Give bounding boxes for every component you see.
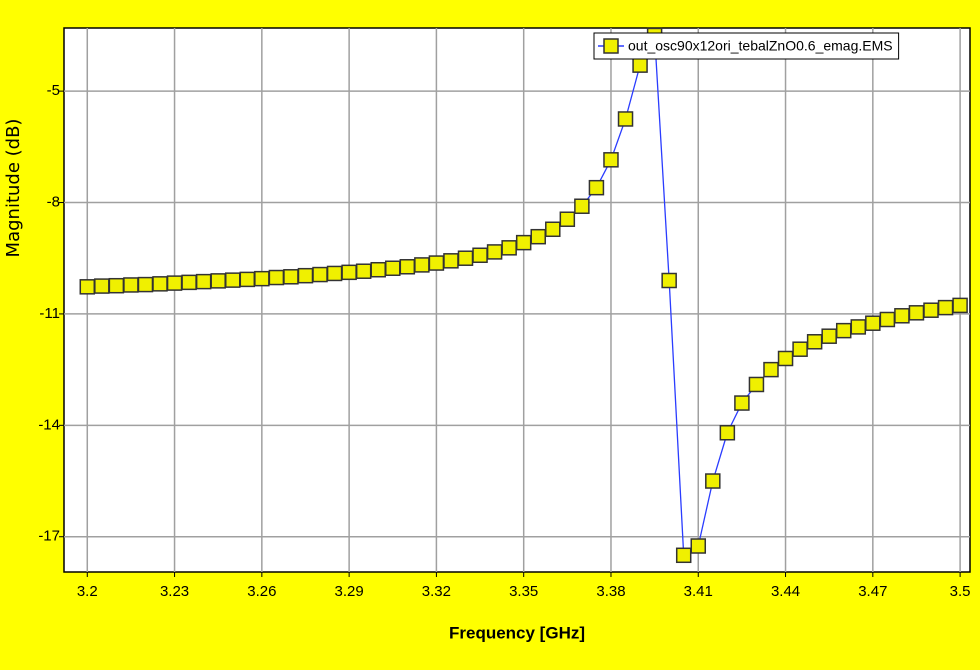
x-tick-label: 3.2 [77, 583, 98, 600]
x-tick-label: 3.29 [335, 583, 364, 600]
data-marker [226, 273, 240, 287]
data-marker [444, 254, 458, 268]
y-tick-label: -11 [39, 305, 60, 322]
x-tick-label: 3.32 [422, 583, 451, 600]
data-marker [240, 272, 254, 286]
data-marker [880, 312, 894, 326]
data-marker [706, 474, 720, 488]
data-marker [909, 306, 923, 320]
data-marker [357, 264, 371, 278]
data-marker [633, 58, 647, 72]
page: {"chart_data": {"type": "line", "xlabel"… [0, 0, 980, 666]
data-marker [764, 363, 778, 377]
data-marker [386, 261, 400, 275]
data-marker [953, 298, 967, 312]
data-marker [837, 324, 851, 338]
x-tick-label: 3.44 [771, 583, 800, 600]
x-tick-label: 3.47 [858, 583, 887, 600]
data-marker [575, 199, 589, 213]
data-marker [531, 230, 545, 244]
x-tick-label: 3.26 [247, 583, 276, 600]
data-marker [284, 270, 298, 284]
y-tick-label: -17 [38, 528, 60, 545]
data-marker [808, 335, 822, 349]
data-marker [429, 256, 443, 270]
data-marker [182, 275, 196, 289]
y-tick-label: -14 [38, 416, 60, 433]
data-marker [153, 277, 167, 291]
data-marker [415, 258, 429, 272]
data-marker [691, 539, 705, 553]
x-tick-label: 3.38 [596, 583, 625, 600]
data-marker [851, 320, 865, 334]
data-marker [939, 301, 953, 315]
data-marker [459, 251, 473, 265]
data-marker [895, 309, 909, 323]
data-marker [313, 268, 327, 282]
plot-area [64, 28, 970, 572]
data-marker [604, 153, 618, 167]
data-marker [138, 278, 152, 292]
y-tick-label: -5 [47, 82, 60, 99]
data-marker [793, 342, 807, 356]
data-marker [124, 278, 138, 292]
data-marker [924, 303, 938, 317]
x-axis-title: Frequency [GHz] [449, 623, 585, 642]
chart: Frequency [GHz] Magnitude (dB) -5 -8 -11 -1… [0, 0, 980, 666]
data-marker [749, 377, 763, 391]
data-marker [211, 274, 225, 288]
data-marker [488, 245, 502, 259]
x-tick-label: 3.5 [950, 583, 971, 600]
data-marker [342, 265, 356, 279]
legend-label: out_osc90x12ori_tebalZnO0.6_emag.EMS [628, 38, 893, 54]
data-marker [255, 272, 269, 286]
data-marker [546, 222, 560, 236]
data-marker [517, 236, 531, 250]
legend-marker [604, 39, 618, 53]
data-marker [779, 351, 793, 365]
data-marker [328, 266, 342, 280]
x-tick-label: 3.23 [160, 583, 189, 600]
data-marker [662, 274, 676, 288]
data-marker [95, 279, 109, 293]
data-marker [619, 112, 633, 126]
y-tick-label: -8 [47, 193, 60, 210]
data-marker [866, 316, 880, 330]
data-marker [197, 275, 211, 289]
data-marker [502, 241, 516, 255]
data-marker [473, 248, 487, 262]
data-marker [109, 279, 123, 293]
data-marker [400, 260, 414, 274]
data-marker [822, 329, 836, 343]
data-marker [560, 212, 574, 226]
data-marker [371, 263, 385, 277]
data-marker [298, 269, 312, 283]
data-marker [735, 396, 749, 410]
data-marker [168, 276, 182, 290]
x-tick-label: 3.35 [509, 583, 538, 600]
data-marker [720, 426, 734, 440]
x-tick-label: 3.41 [684, 583, 713, 600]
data-marker [589, 181, 603, 195]
y-axis-title: Magnitude (dB) [3, 119, 24, 258]
data-marker [677, 548, 691, 562]
data-marker [80, 280, 94, 294]
data-marker [269, 271, 283, 285]
